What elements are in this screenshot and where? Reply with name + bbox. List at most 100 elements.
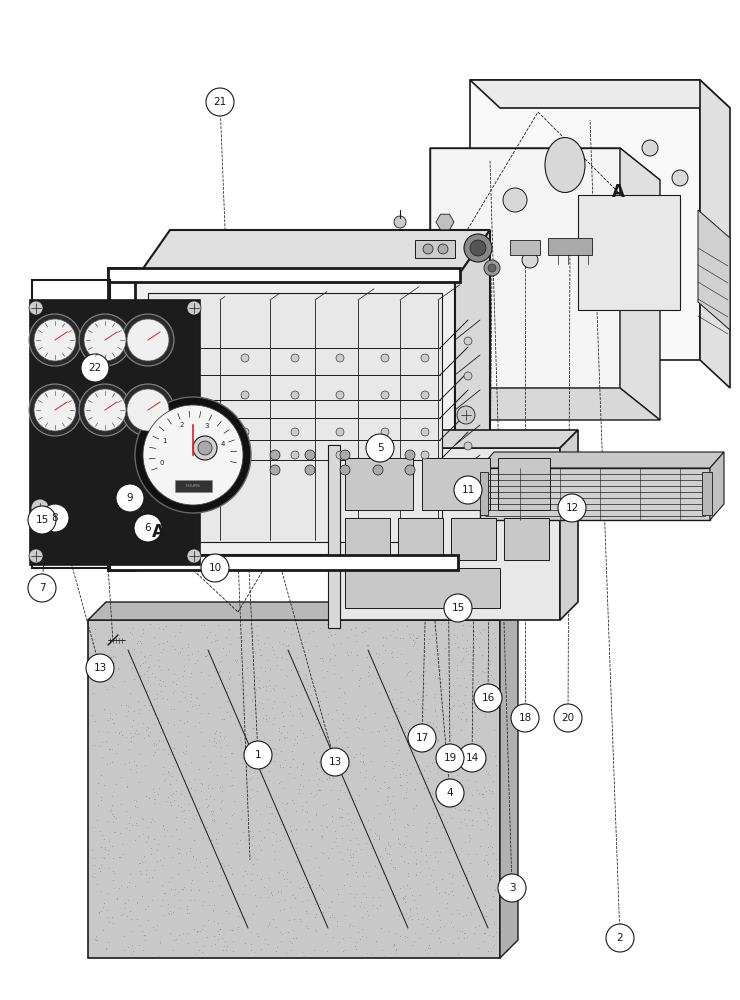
Point	[245, 624, 257, 640]
Point	[437, 819, 448, 835]
Point	[107, 741, 118, 757]
Point	[420, 833, 431, 849]
Point	[151, 853, 163, 869]
Point	[161, 793, 172, 809]
Point	[287, 886, 299, 902]
Point	[456, 704, 468, 720]
Point	[260, 931, 272, 947]
Point	[457, 650, 469, 666]
Circle shape	[241, 391, 249, 399]
Point	[387, 760, 399, 776]
Circle shape	[41, 504, 69, 532]
Point	[424, 714, 436, 730]
Point	[363, 620, 375, 636]
Polygon shape	[108, 268, 135, 570]
Point	[340, 942, 352, 958]
Point	[139, 757, 151, 773]
Point	[351, 719, 363, 735]
Point	[88, 737, 100, 753]
Point	[321, 819, 333, 835]
Point	[463, 802, 475, 818]
Point	[380, 630, 392, 646]
Point	[419, 648, 431, 664]
Point	[404, 900, 416, 916]
Point	[403, 721, 414, 737]
Point	[245, 936, 257, 952]
Point	[464, 666, 476, 682]
Point	[469, 628, 481, 644]
Point	[376, 942, 388, 958]
Point	[92, 775, 104, 791]
Point	[186, 872, 198, 888]
Point	[108, 715, 120, 731]
Point	[451, 657, 463, 673]
Point	[223, 671, 235, 687]
Point	[304, 945, 316, 961]
Point	[98, 839, 110, 855]
Point	[327, 929, 339, 945]
Point	[116, 646, 128, 662]
Circle shape	[373, 450, 383, 460]
Point	[460, 834, 471, 850]
Point	[127, 937, 138, 953]
Point	[134, 657, 146, 673]
Point	[443, 652, 454, 668]
Point	[203, 780, 215, 796]
Point	[339, 686, 351, 702]
Point	[415, 667, 427, 683]
Point	[390, 925, 402, 941]
Point	[469, 919, 481, 935]
Point	[358, 878, 370, 894]
Point	[381, 792, 393, 808]
Point	[310, 786, 322, 802]
Point	[311, 715, 323, 731]
Point	[413, 757, 425, 773]
Point	[127, 943, 139, 959]
Point	[262, 752, 274, 768]
Point	[252, 632, 263, 648]
Point	[350, 941, 362, 957]
Point	[286, 717, 297, 733]
Point	[135, 633, 147, 649]
Point	[428, 728, 440, 744]
Point	[395, 689, 407, 705]
Point	[342, 629, 354, 645]
Point	[317, 882, 329, 898]
Point	[344, 916, 356, 932]
Point	[277, 708, 289, 724]
Point	[154, 672, 166, 688]
Point	[123, 874, 135, 890]
Point	[212, 835, 223, 851]
Point	[137, 655, 149, 671]
Point	[88, 631, 100, 647]
Point	[400, 784, 411, 800]
Point	[474, 917, 485, 933]
Point	[296, 893, 308, 909]
Point	[88, 819, 100, 835]
Point	[354, 745, 366, 761]
Point	[198, 830, 209, 846]
Point	[395, 646, 407, 662]
Point	[251, 770, 263, 786]
Point	[214, 921, 226, 937]
Point	[155, 935, 166, 951]
Point	[224, 820, 236, 836]
Point	[278, 780, 290, 796]
Point	[184, 796, 195, 812]
Point	[445, 636, 457, 652]
Point	[149, 698, 161, 714]
Point	[213, 926, 225, 942]
Point	[407, 718, 419, 734]
Point	[366, 946, 378, 962]
Point	[179, 756, 191, 772]
Point	[251, 618, 263, 634]
Point	[107, 915, 118, 931]
Point	[472, 940, 484, 956]
Point	[336, 801, 348, 817]
Point	[471, 756, 482, 772]
Circle shape	[84, 319, 126, 361]
Point	[144, 790, 155, 806]
Point	[242, 788, 254, 804]
Point	[275, 933, 287, 949]
Point	[250, 682, 262, 698]
